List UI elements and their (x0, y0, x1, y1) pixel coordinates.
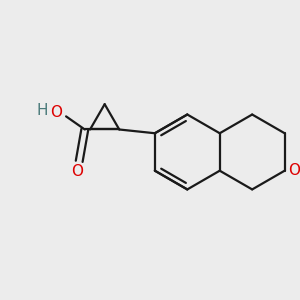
Text: O: O (71, 164, 83, 179)
Text: O: O (289, 163, 300, 178)
Text: H: H (37, 103, 48, 118)
Text: O: O (50, 105, 62, 120)
